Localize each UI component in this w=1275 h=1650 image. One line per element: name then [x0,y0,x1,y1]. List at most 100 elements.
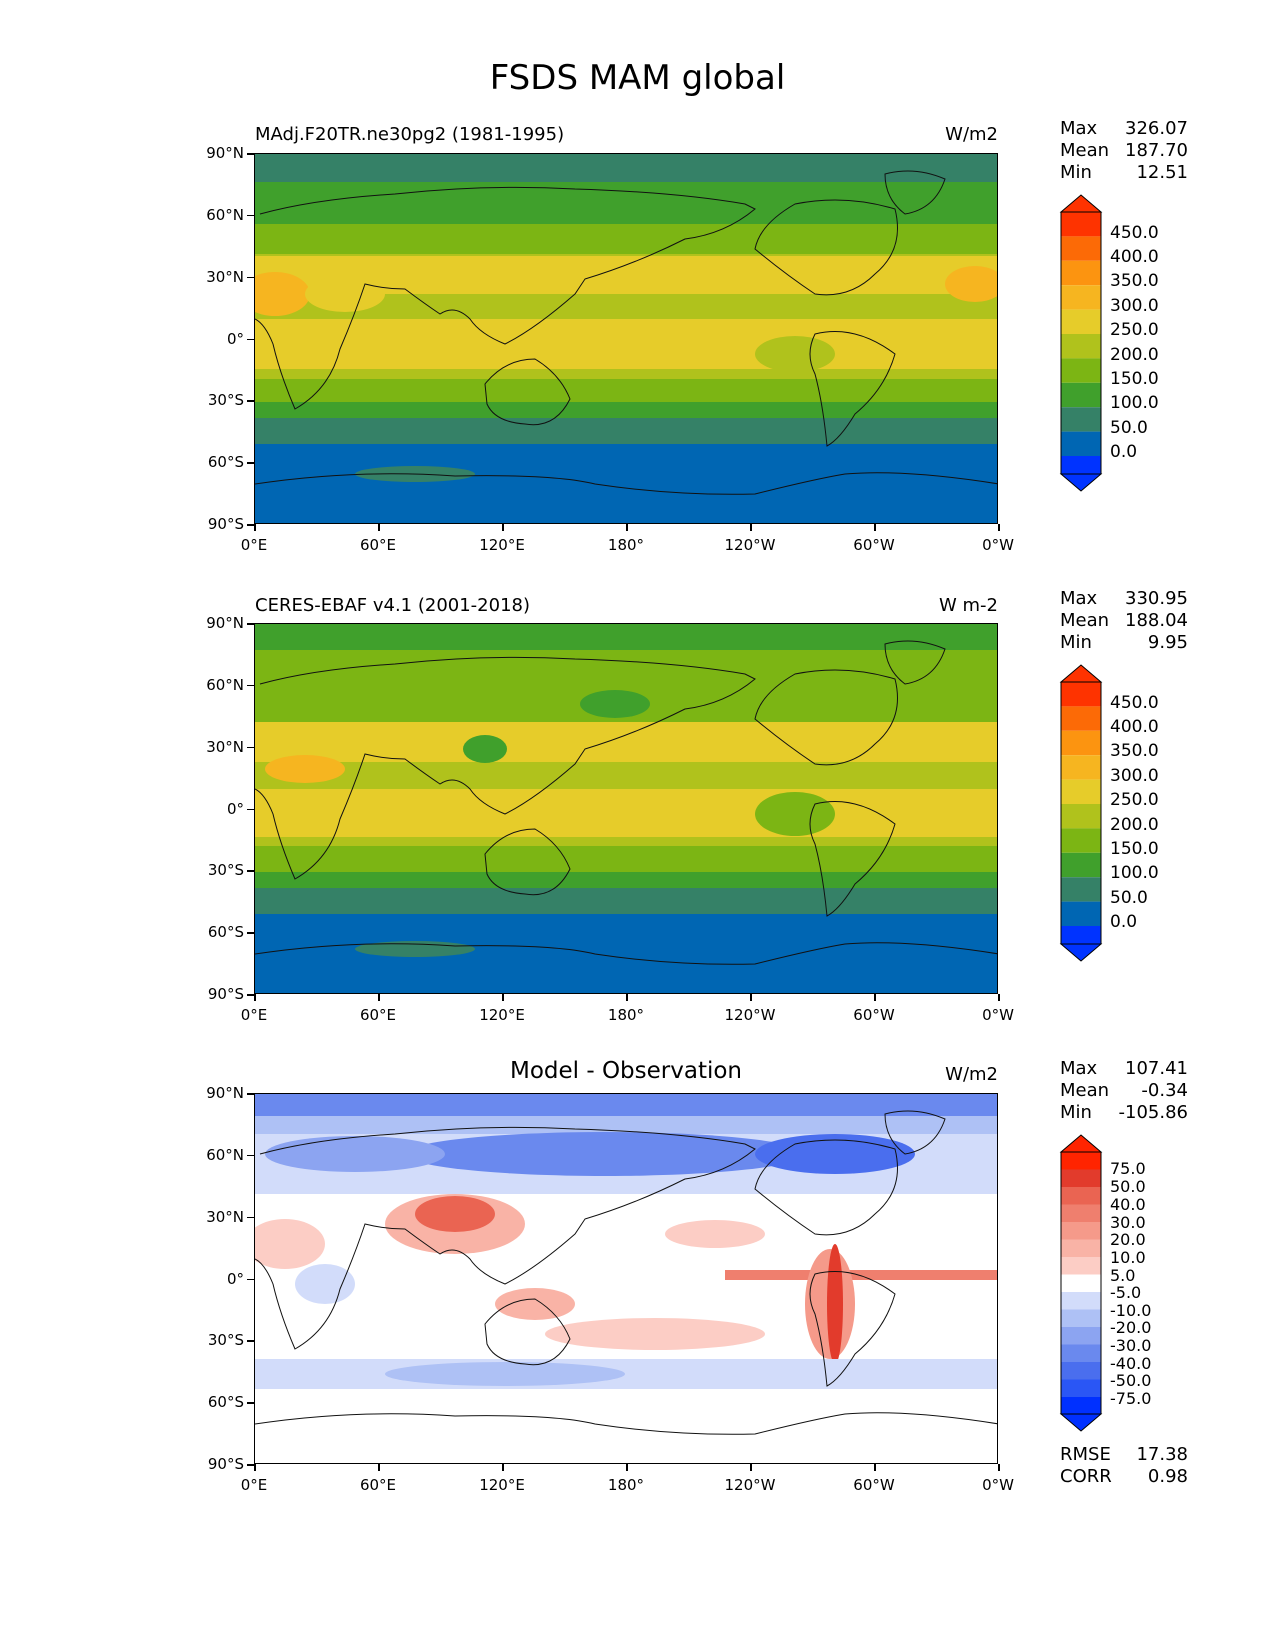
lon-tick [502,994,504,1001]
cbar-seg [1061,1204,1101,1222]
arctic-band [255,624,997,652]
panel3-title: Model - Observation [509,1058,743,1084]
lat-label: 30°N [206,737,244,756]
lon-label: 120°W [724,1476,776,1494]
cbar-label: 50.0 [1110,1177,1146,1196]
lon-label: 60°E [359,1006,397,1024]
lon-tick [750,524,752,531]
lon-tick [502,524,504,531]
cbar-seg-4 [1061,852,1101,878]
north-negative-band-1 [255,1116,997,1136]
coastlines [255,1110,997,1435]
panel2-stats: Max 330.95 Mean 188.04 Min 9.95 [1060,588,1188,654]
cbar-label: 50.0 [1110,888,1148,908]
cbar-label: -30.0 [1110,1336,1152,1355]
south-pacific-positive [545,1318,765,1350]
lon-label: 60°W [853,536,895,554]
lon-label: 180° [607,536,645,554]
lat-label: 60°S [207,1393,244,1412]
cbar-seg [1061,1292,1101,1310]
antarctic-band [255,914,997,993]
cbar-frame [1060,681,1102,945]
lat-label: 30°S [207,861,244,880]
lon-tick [874,994,876,1001]
lat-label: 90°S [207,1455,244,1473]
cbar-label: -20.0 [1110,1318,1152,1337]
stat-corr: CORR 0.98 [1060,1466,1188,1487]
arctic-band [255,154,997,184]
cbar-label: 200.0 [1110,345,1159,365]
arabia-hotspot [305,276,385,312]
south-band-1 [255,402,997,422]
lat-tick [247,684,254,687]
panel3-colorbar [1059,1134,1103,1432]
cbar-seg-8 [1061,755,1101,780]
panel1-stats: Max 326.07 Mean 187.70 Min 12.51 [1060,118,1188,184]
cbar-seg-5 [1061,358,1101,383]
cbar-label: 200.0 [1110,815,1159,835]
cbar-label: -50.0 [1110,1371,1152,1390]
cbar-label: 100.0 [1110,863,1159,883]
cbar-seg-4 [1061,382,1101,408]
stat-max: Max 330.95 [1060,588,1188,609]
subtropic-north-band [255,722,997,762]
lon-label: 180° [607,1006,645,1024]
lon-label: 0°W [982,1006,1014,1024]
cbar-label: 450.0 [1110,223,1159,243]
lon-tick [378,1464,380,1471]
stat-min: Min 9.95 [1060,632,1188,653]
cbar-seg-7 [1061,309,1101,334]
lat-tick [247,1402,254,1404]
lat-tick [247,524,254,526]
stat-min: Min -105.86 [1060,1102,1188,1123]
south-band-1 [255,872,997,892]
pacific-positive [665,1220,765,1248]
lon-label: 120°W [724,1006,776,1024]
equator-band [255,762,997,792]
lat-tick [247,808,254,810]
stat-max: Max 326.07 [1060,118,1188,139]
lat-tick [247,870,254,872]
cbar-seg-9 [1061,730,1101,756]
lat-label: 90°S [207,985,244,1003]
cbar-label: 50.0 [1110,418,1148,438]
lon-label: 0°E [240,1006,268,1024]
lat-label: 60°N [206,205,244,224]
lon-label: 120°E [479,1476,525,1494]
cbar-seg [1061,1169,1101,1187]
cbar-bottom-arrow [1059,473,1103,492]
stat-mean: Mean -0.34 [1060,1080,1188,1101]
cbar-label: 5.0 [1110,1266,1136,1285]
subtropic-south-band [255,319,997,369]
lat-label: 0° [226,799,244,818]
lon-tick [378,524,380,531]
sahara-hotspot [265,755,345,783]
cbar-label: 75.0 [1110,1159,1146,1178]
lat-tick [247,153,254,155]
cbar-bottom-arrow [1059,943,1103,962]
lat-label: 30°S [207,391,244,410]
lon-label: 120°E [479,536,525,554]
lon-tick [626,994,628,1001]
sahara-hotspot [255,272,310,316]
lon-label: 60°E [359,536,397,554]
panel1-map [254,153,998,524]
cbar-label: 250.0 [1110,320,1159,340]
lon-label: 180° [607,1476,645,1494]
cbar-seg [1061,1362,1101,1380]
panel3-extra-stats: RMSE 17.38 CORR 0.98 [1060,1444,1188,1488]
cbar-label: -10.0 [1110,1301,1152,1320]
coastlines [255,640,997,965]
south-band-2 [255,888,997,918]
cbar-label: 10.0 [1110,1248,1146,1267]
cbar-seg-3 [1061,407,1101,432]
cbar-seg-1 [1061,926,1101,944]
europe-negative [265,1136,445,1172]
panel2-colorbar [1059,664,1103,962]
cbar-seg-2 [1061,431,1101,456]
cbar-seg [1061,1152,1101,1170]
lon-label: 0°W [982,536,1014,554]
andes-core [827,1244,843,1364]
panel3-units: W/m2 [945,1064,998,1085]
panel3-stats: Max 107.41 Mean -0.34 Min -105.86 [1060,1058,1188,1124]
